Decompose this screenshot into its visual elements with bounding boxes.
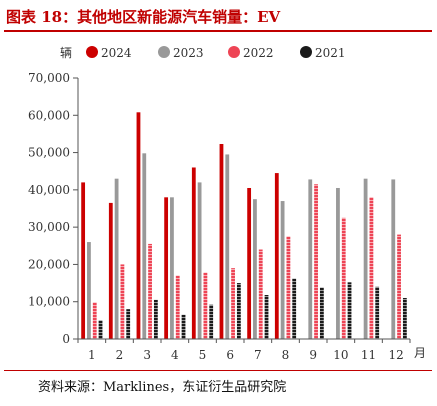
- y-tick-label: 0: [62, 332, 70, 346]
- bar-2021-month-6: [236, 283, 241, 339]
- y-axis: 0 10,000 20,000 30,000 40,000 50,000 60,000 70,…: [28, 71, 79, 346]
- x-tick-label: 4: [171, 348, 179, 362]
- bar-2023-month-9: [308, 179, 313, 339]
- title-rule: [4, 30, 432, 32]
- bar-2024-month-7: [247, 187, 252, 339]
- bar-2021-month-3: [153, 299, 158, 339]
- x-tick-label: 1: [88, 348, 96, 362]
- bar-2024-month-8: [274, 173, 279, 339]
- bar-2024-month-5: [191, 167, 196, 339]
- bar-2022-month-9: [314, 184, 318, 339]
- bar-2024-month-4: [164, 197, 169, 339]
- y-unit-label: 辆: [60, 46, 72, 60]
- bar-2024-month-2: [108, 202, 113, 339]
- bar-2024-month-3: [136, 112, 141, 339]
- bar-2023-month-6: [225, 154, 230, 339]
- bar-2023-month-2: [114, 178, 119, 339]
- y-tick-label: 70,000: [28, 71, 70, 85]
- bar-2022-month-10: [341, 217, 346, 339]
- bar-2021-month-4: [181, 314, 186, 339]
- bar-2022-month-3: [148, 243, 152, 339]
- bar-2021-month-5: [209, 304, 214, 339]
- bar-2023-month-12: [391, 179, 396, 339]
- bar-2021-month-9: [319, 287, 324, 339]
- legend-label-2021: 2021: [315, 46, 346, 60]
- bar-2022-month-2: [120, 264, 125, 339]
- y-tick-label: 30,000: [28, 220, 70, 234]
- x-tick-label: 7: [254, 348, 262, 362]
- bar-2022-month-4: [175, 275, 180, 339]
- bar-2023-month-7: [253, 199, 257, 339]
- legend-label-2024: 2024: [101, 46, 132, 60]
- bar-2021-month-1: [98, 320, 103, 339]
- x-tick-label: 11: [361, 348, 376, 362]
- bar-2021-month-11: [375, 286, 380, 339]
- y-tick-label: 60,000: [28, 108, 70, 122]
- x-unit-label: 月: [414, 346, 426, 360]
- legend-marker-2023: [158, 46, 170, 58]
- source-note: 资料来源：Marklines，东证衍生品研究院: [38, 380, 287, 395]
- bar-2023-month-1: [87, 242, 91, 339]
- bar-2024-month-6: [219, 143, 224, 339]
- y-tick-label: 40,000: [28, 183, 70, 197]
- bar-2023-month-8: [280, 201, 285, 339]
- bar-2021-month-10: [347, 282, 352, 339]
- legend-label-2023: 2023: [173, 46, 204, 60]
- bar-2023-month-10: [336, 187, 340, 339]
- y-tick-label: 10,000: [28, 295, 70, 309]
- bar-2022-month-7: [258, 249, 263, 339]
- bar-2021-month-7: [264, 295, 269, 339]
- bar-2022-month-5: [203, 272, 208, 339]
- x-tick-label: 2: [116, 348, 124, 362]
- legend-marker-2021: [300, 46, 312, 58]
- bar-2022-month-6: [231, 268, 235, 339]
- x-tick-label: 9: [309, 348, 317, 362]
- chart-legend: 辆 2024 2023 2022 2021: [60, 46, 346, 60]
- bar-2023-month-4: [170, 197, 174, 339]
- y-tick-label: 50,000: [28, 146, 70, 160]
- x-tick-label: 10: [333, 348, 348, 362]
- legend-marker-2024: [86, 46, 98, 58]
- bar-2022-month-1: [92, 302, 97, 339]
- x-tick-label: 12: [389, 348, 404, 362]
- x-tick-label: 8: [282, 348, 290, 362]
- x-axis: 1 2 3 4 5 6 7 8 9 10 11 12 月: [77, 338, 426, 362]
- bar-2023-month-11: [363, 178, 368, 339]
- bar-2024-month-1: [81, 182, 86, 339]
- figure-title: 图表 18：其他地区新能源汽车销量：EV: [6, 8, 281, 26]
- ev-sales-bar-chart: 辆 2024 2023 2022 2021 0 10,000 20,000 30,000 40,…: [28, 46, 426, 362]
- bars: [81, 112, 407, 339]
- bar-2021-month-2: [126, 309, 131, 339]
- legend-label-2022: 2022: [243, 46, 274, 60]
- y-tick-label: 20,000: [28, 257, 70, 271]
- bar-2023-month-5: [197, 182, 202, 339]
- x-tick-label: 6: [226, 348, 234, 362]
- x-tick-label: 5: [199, 348, 207, 362]
- bar-2022-month-8: [286, 236, 291, 339]
- source-rule: [4, 370, 432, 371]
- bar-2023-month-3: [142, 153, 147, 339]
- x-tick-label: 3: [143, 348, 151, 362]
- bar-2021-month-8: [292, 278, 297, 339]
- bar-2021-month-12: [402, 297, 407, 339]
- bar-2022-month-12: [397, 234, 401, 339]
- legend-marker-2022: [228, 46, 240, 58]
- bar-2022-month-11: [369, 197, 374, 339]
